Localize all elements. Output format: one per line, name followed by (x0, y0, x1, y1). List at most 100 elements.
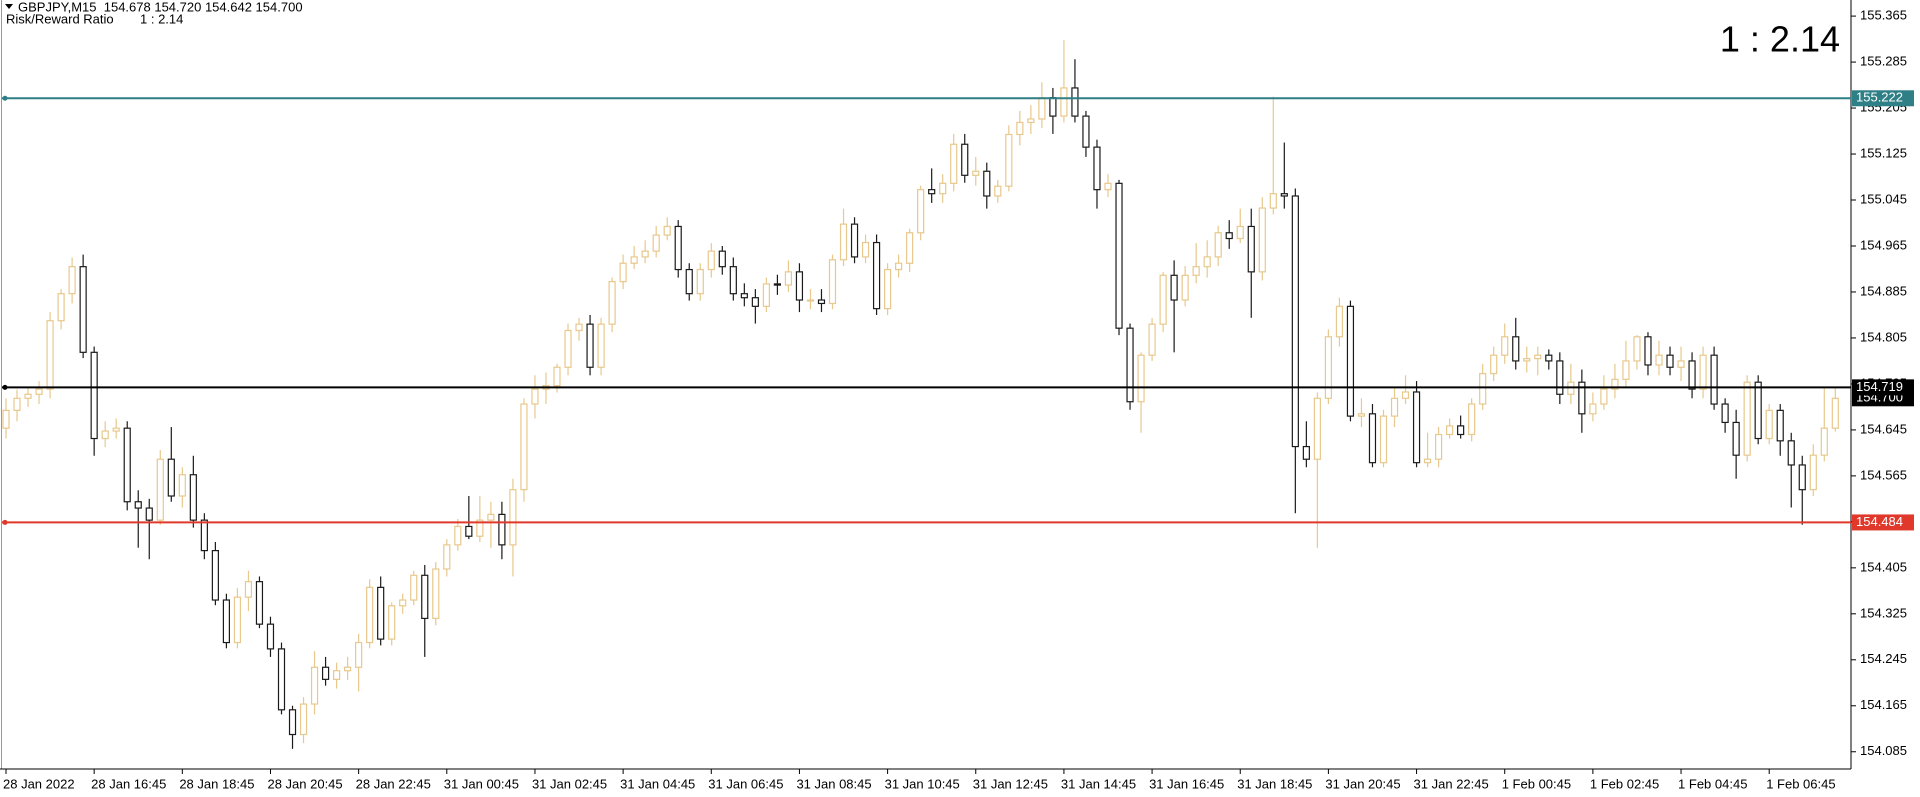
candle-body (1423, 458, 1432, 464)
y-tick-label: 154.165 (1860, 697, 1907, 712)
candle-body (839, 223, 848, 261)
candle-body (586, 323, 594, 368)
level-label-box (1852, 379, 1914, 396)
y-tick-label: 155.045 (1860, 191, 1907, 206)
x-tick-label: 28 Jan 20:45 (267, 776, 342, 791)
candle-body (1346, 305, 1355, 417)
candle-body (321, 666, 330, 680)
candle-body (200, 519, 208, 552)
candle-body (1611, 378, 1619, 390)
candle-body (222, 599, 230, 644)
candle-body (1214, 232, 1222, 258)
candle-body (68, 266, 76, 295)
candle-body (1335, 305, 1344, 338)
candle-body (1633, 336, 1641, 362)
candle-body (1688, 360, 1696, 390)
candle-body (729, 266, 737, 295)
candle-body (388, 605, 396, 640)
ratio-label: Risk/Reward Ratio (6, 11, 114, 26)
x-tick-label: 1 Feb 00:45 (1502, 776, 1571, 791)
level-label: 154.719 (1856, 379, 1903, 394)
y-tick-label: 154.325 (1860, 605, 1907, 620)
candle-body (145, 507, 153, 521)
candle-body (1379, 415, 1388, 464)
candle-body (465, 525, 473, 537)
candle-body (1457, 425, 1465, 436)
y-tick-label: 154.885 (1860, 283, 1907, 298)
candle-body (817, 299, 826, 305)
candle-body (961, 143, 969, 176)
candle-body (1765, 409, 1773, 440)
candle-body (1434, 433, 1443, 460)
candle-body (1093, 146, 1101, 191)
candle-body (377, 586, 385, 640)
candle-body (1269, 193, 1277, 209)
candle-body (707, 250, 715, 271)
candle-body (1721, 403, 1729, 424)
candle-body (509, 489, 517, 546)
candle-body (344, 666, 352, 672)
candle-body (740, 293, 748, 299)
candle-body (1115, 182, 1123, 329)
x-tick-label: 31 Jan 02:45 (532, 776, 607, 791)
candle-body (1027, 118, 1035, 124)
candle-body (751, 297, 759, 307)
candle-body (1005, 133, 1013, 187)
candle-body (652, 234, 660, 252)
candle-body (1545, 354, 1553, 362)
candle-body (1170, 274, 1178, 301)
x-tick-label: 28 Jan 2022 (3, 776, 75, 791)
candle-body (861, 241, 870, 258)
y-tick-label: 154.085 (1860, 743, 1907, 758)
candle-body (1523, 358, 1531, 362)
symbol-line: GBPJPY,M15 154.678 154.720 154.642 154.7… (18, 0, 303, 14)
candle-body (288, 709, 297, 736)
candle-body (1666, 354, 1674, 368)
candle-body (410, 574, 418, 601)
candle-body (1016, 121, 1024, 136)
candle-body (1071, 87, 1079, 117)
candle-body (1192, 266, 1200, 276)
level-anchor (2, 95, 8, 101)
x-tick-label: 1 Feb 06:45 (1766, 776, 1835, 791)
candle-body (211, 549, 219, 601)
candle-body (1137, 354, 1145, 403)
candle-body (1236, 225, 1244, 240)
candle-body (696, 268, 704, 295)
candle-body (795, 271, 804, 301)
candle-body (35, 388, 43, 395)
candle-body (619, 262, 627, 283)
x-tick-label: 31 Jan 16:45 (1149, 776, 1224, 791)
candle-body (806, 299, 815, 302)
candle-body (1534, 354, 1542, 360)
x-tick-label: 1 Feb 04:45 (1678, 776, 1747, 791)
candle-body (90, 351, 98, 440)
candle-body (1677, 360, 1685, 368)
candle-body (1203, 256, 1211, 268)
candle-body (123, 427, 131, 503)
candle-body (399, 599, 407, 607)
candle-body (1412, 391, 1421, 464)
candle-body (1699, 354, 1707, 390)
candle-body (1280, 193, 1288, 197)
candle-body (1126, 327, 1134, 403)
level-anchor (2, 384, 8, 390)
candle-body (101, 430, 109, 440)
candle-body (454, 525, 462, 546)
candle-body (939, 182, 947, 195)
candle-body (299, 703, 308, 736)
collapse-icon[interactable] (5, 4, 13, 9)
candle-body (1258, 207, 1266, 273)
candle-body (1578, 381, 1586, 415)
candle-body (255, 581, 264, 625)
candle-body (718, 250, 726, 268)
y-tick-label: 154.405 (1860, 559, 1907, 574)
candle-body (266, 623, 275, 650)
candle-body (1148, 323, 1156, 356)
candle-body (355, 641, 363, 668)
candle-body (366, 586, 374, 644)
candle-body (1313, 397, 1321, 460)
y-tick-label: 154.645 (1860, 421, 1907, 436)
candle-body (597, 323, 605, 368)
x-tick-label: 31 Jan 18:45 (1237, 776, 1312, 791)
